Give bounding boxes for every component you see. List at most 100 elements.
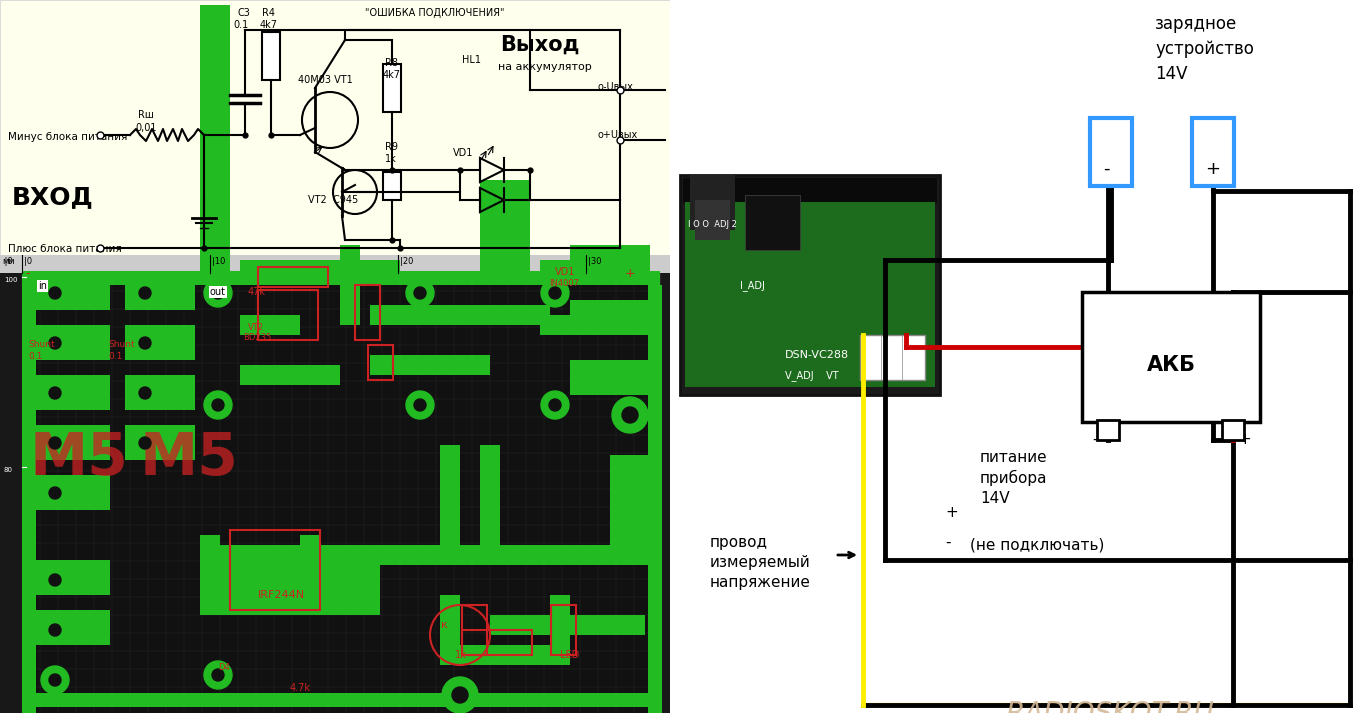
Circle shape	[541, 391, 569, 419]
Text: VD1: VD1	[554, 267, 575, 277]
Text: DSN-VC288: DSN-VC288	[786, 350, 849, 360]
Text: 1k: 1k	[455, 650, 466, 660]
Circle shape	[41, 429, 69, 457]
Text: C3: C3	[238, 8, 251, 18]
Bar	[0, 0, 670, 255]
Text: |0: |0	[24, 257, 33, 266]
Circle shape	[41, 566, 69, 594]
Text: RADIOSKOT.RU: RADIOSKOT.RU	[1006, 700, 1214, 713]
Text: in: in	[38, 281, 48, 291]
Bar	[340, 245, 360, 325]
Bar	[383, 64, 401, 112]
Circle shape	[49, 574, 61, 586]
Circle shape	[41, 616, 69, 644]
Bar	[480, 180, 530, 280]
Text: Shunt: Shunt	[107, 340, 135, 349]
Text: к: к	[442, 620, 447, 630]
Circle shape	[406, 391, 434, 419]
Circle shape	[49, 624, 61, 636]
Bar	[262, 32, 280, 80]
Circle shape	[130, 329, 159, 357]
Bar	[440, 595, 459, 655]
Text: o+Uвых: o+Uвых	[598, 130, 639, 140]
Bar	[300, 535, 319, 615]
Text: Shunt: Shunt	[29, 340, 54, 349]
Text: Минус блока питания: Минус блока питания	[8, 132, 128, 142]
Text: D4: D4	[217, 663, 230, 672]
Bar	[685, 202, 935, 387]
Bar	[370, 305, 550, 325]
Bar	[550, 605, 576, 655]
Bar	[690, 175, 735, 230]
Text: 0.1: 0.1	[29, 352, 42, 361]
Bar	[1097, 420, 1118, 440]
Bar	[540, 315, 640, 335]
Bar	[1222, 420, 1243, 440]
Circle shape	[41, 379, 69, 407]
Bar	[241, 260, 400, 280]
Text: +: +	[1238, 432, 1250, 447]
Bar	[1082, 292, 1260, 422]
Text: 4k7: 4k7	[383, 70, 401, 80]
Text: I O O  ADJ 2: I O O ADJ 2	[688, 220, 737, 229]
Bar	[540, 260, 640, 280]
Text: 0,01: 0,01	[135, 123, 156, 133]
Bar	[0, 255, 670, 713]
Text: |10: |10	[212, 257, 226, 266]
Text: мм: мм	[1, 257, 15, 266]
Circle shape	[139, 387, 151, 399]
Circle shape	[41, 329, 69, 357]
Text: Плюс блока питания: Плюс блока питания	[8, 244, 122, 254]
Bar	[22, 271, 660, 285]
Circle shape	[212, 399, 224, 411]
Text: IRF244N: IRF244N	[258, 590, 306, 600]
Text: 1k: 1k	[385, 154, 397, 164]
Bar	[670, 0, 1359, 713]
Circle shape	[49, 674, 61, 686]
Bar	[462, 605, 487, 655]
Text: o-Uвых: o-Uвых	[598, 82, 633, 92]
Bar	[694, 200, 730, 240]
Text: M5: M5	[30, 430, 129, 487]
Circle shape	[204, 391, 232, 419]
Text: M5: M5	[140, 430, 239, 487]
Bar	[30, 425, 110, 460]
Circle shape	[41, 479, 69, 507]
Bar	[30, 560, 110, 595]
Text: HL1: HL1	[462, 55, 481, 65]
Bar	[125, 275, 194, 310]
Bar	[860, 335, 925, 380]
Bar	[30, 275, 110, 310]
Bar	[125, 325, 194, 360]
Text: -: -	[1093, 432, 1098, 447]
Text: I_ADJ: I_ADJ	[741, 280, 765, 291]
Bar	[569, 300, 650, 335]
Circle shape	[41, 666, 69, 694]
Circle shape	[414, 399, 425, 411]
Text: -: -	[26, 267, 30, 280]
Bar	[383, 172, 401, 200]
Circle shape	[49, 437, 61, 449]
Text: VT2  C945: VT2 C945	[308, 195, 359, 205]
Circle shape	[414, 287, 425, 299]
Bar	[125, 425, 194, 460]
Bar	[370, 355, 491, 375]
Bar	[258, 290, 318, 340]
Bar	[200, 565, 381, 615]
Circle shape	[612, 397, 648, 433]
Text: 0.1: 0.1	[232, 20, 249, 30]
Bar	[368, 345, 393, 380]
Text: R4: R4	[262, 8, 275, 18]
Bar	[648, 285, 662, 713]
Text: АКБ: АКБ	[1147, 355, 1196, 375]
Text: Выход: Выход	[500, 35, 579, 55]
Text: провод
измеряемый
напряжение: провод измеряемый напряжение	[709, 535, 811, 590]
Text: 40М03 VT1: 40М03 VT1	[298, 75, 353, 85]
Circle shape	[41, 279, 69, 307]
Text: R9: R9	[385, 142, 398, 152]
Text: -: -	[1104, 160, 1109, 178]
Bar	[22, 273, 660, 713]
Text: V_ADJ    VT: V_ADJ VT	[786, 370, 839, 381]
Bar	[569, 245, 650, 280]
Text: BD235: BD235	[243, 333, 272, 342]
